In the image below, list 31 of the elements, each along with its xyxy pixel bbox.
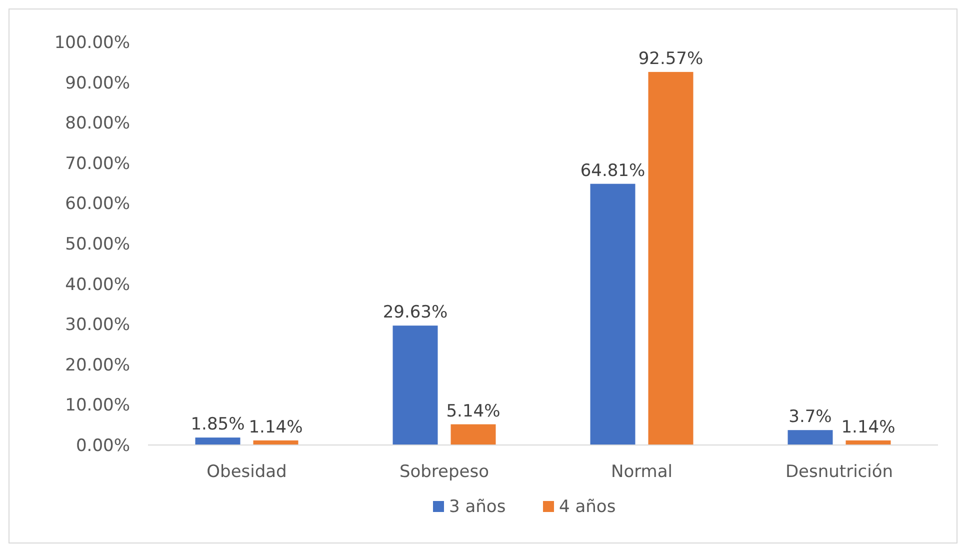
- y-tick-label: 10.00%: [65, 396, 130, 416]
- y-tick-label: 60.00%: [65, 194, 130, 214]
- data-label: 92.57%: [638, 48, 704, 69]
- x-tick-label: Sobrepeso: [399, 462, 490, 482]
- data-label: 64.81%: [580, 160, 646, 181]
- data-label: 29.63%: [382, 302, 448, 323]
- data-label: 3.7%: [788, 407, 832, 428]
- y-tick-label: 40.00%: [65, 274, 130, 295]
- bar: [195, 438, 240, 445]
- data-label: 1.14%: [841, 417, 896, 438]
- data-label: 5.14%: [446, 401, 500, 422]
- legend-label: 3 años: [449, 497, 506, 517]
- y-tick-label: 30.00%: [65, 315, 130, 336]
- y-tick-label: 20.00%: [65, 355, 130, 376]
- bar: [590, 184, 636, 445]
- y-tick-label: 70.00%: [65, 154, 130, 174]
- x-tick-label: Obesidad: [206, 462, 287, 482]
- y-tick-label: 100.00%: [54, 32, 130, 53]
- y-tick-label: 80.00%: [65, 114, 130, 134]
- bar: [450, 424, 496, 445]
- y-tick-label: 50.00%: [65, 234, 130, 254]
- data-label: 1.85%: [190, 414, 245, 435]
- y-tick-label: 90.00%: [65, 73, 130, 94]
- bar: [788, 430, 833, 445]
- bar: [392, 326, 438, 445]
- data-label: 1.14%: [248, 417, 303, 438]
- legend-label: 4 años: [559, 497, 616, 517]
- bar: [648, 72, 694, 445]
- x-tick-label: Normal: [610, 462, 673, 482]
- y-tick-label: 0.00%: [76, 436, 130, 456]
- x-tick-label: Desnutrición: [785, 462, 894, 482]
